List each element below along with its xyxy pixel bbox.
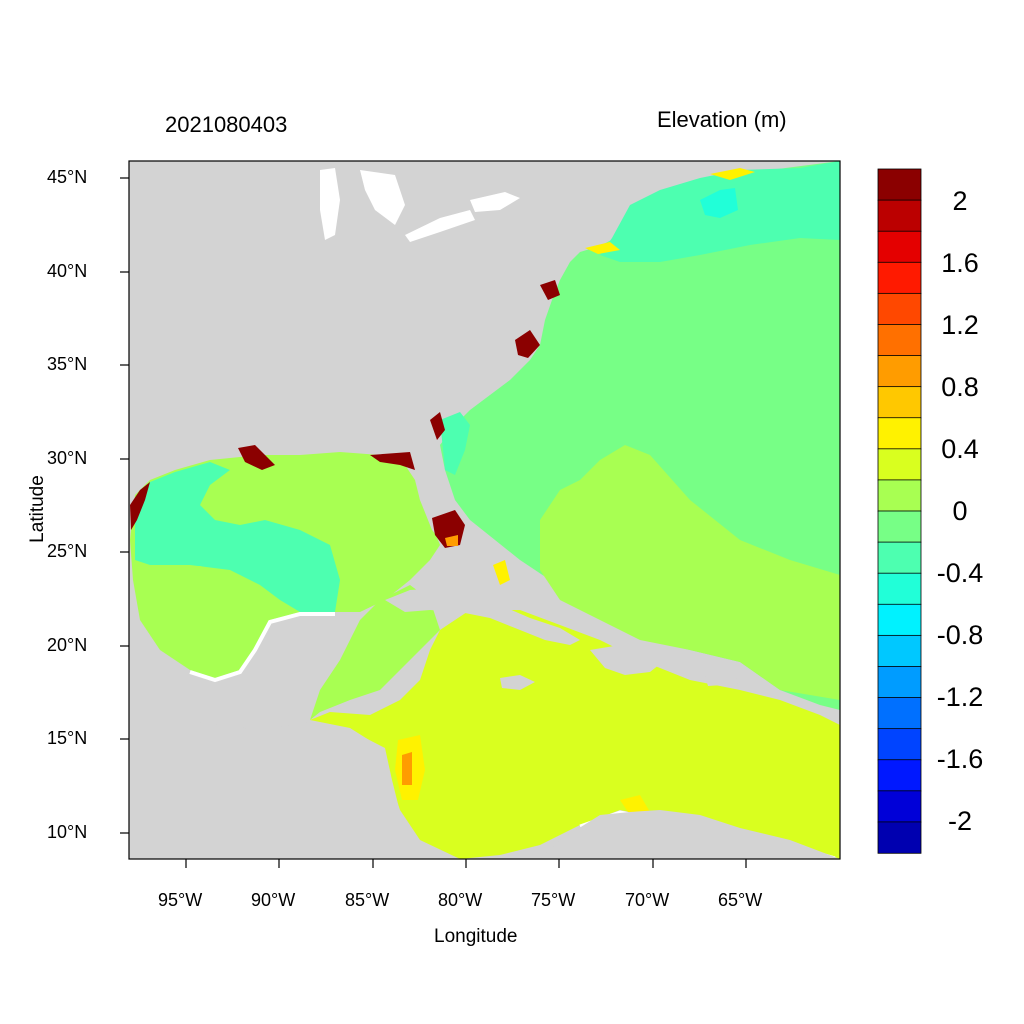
colorbar-swatch — [877, 448, 922, 481]
y-tick-label: 15°N — [47, 728, 88, 748]
x-tick-label: 80°W — [438, 890, 483, 910]
plot-variable-title: Elevation (m) — [657, 107, 787, 132]
south-america — [540, 810, 840, 859]
central-america — [129, 718, 460, 859]
colorbar-label: 1.6 — [941, 248, 979, 278]
plot-frame — [128, 160, 841, 860]
atlantic-positive-tongue — [540, 445, 840, 700]
colorbar-swatch — [877, 479, 922, 512]
caribbean-sea — [310, 610, 840, 859]
colorbar-swatch — [877, 603, 922, 637]
y-tick-label: 45°N — [47, 167, 88, 187]
x-tick-label: 95°W — [158, 890, 203, 910]
map-area — [129, 161, 840, 859]
gulf-coast-white-line — [189, 612, 335, 683]
x-axis-title: Longitude — [434, 926, 518, 947]
colorbar-swatch — [877, 728, 922, 761]
colorbar-label: 0.8 — [941, 372, 979, 402]
new-england-high — [585, 242, 620, 254]
south-florida-fringe — [445, 535, 458, 546]
colorbar-swatch — [877, 386, 922, 419]
colorbar-swatch — [877, 292, 922, 326]
southeast-coast-high — [370, 452, 415, 470]
chesapeake-high — [540, 280, 560, 300]
colorbar-label: 0 — [952, 496, 968, 526]
puerto-rico — [705, 674, 738, 686]
x-tick-label: 70°W — [625, 890, 670, 910]
colorbar-label: 1.2 — [941, 310, 979, 340]
louisiana-coast-high — [238, 445, 275, 470]
texas-coast-high — [130, 482, 150, 530]
hispaniola — [590, 645, 665, 675]
colorbar-swatch — [877, 261, 922, 295]
carolina-coast-high — [515, 330, 540, 358]
colorbar-swatch — [877, 541, 922, 574]
colorbar-swatch — [877, 168, 922, 201]
colorbar-swatch — [877, 355, 922, 388]
colorbar-swatch — [877, 759, 922, 792]
lake-ontario — [470, 192, 520, 212]
colorbar-label: -1.6 — [936, 744, 984, 774]
colorbar-label: 0.4 — [941, 434, 979, 464]
x-tick-label: 85°W — [345, 890, 390, 910]
y-tick-label: 40°N — [47, 261, 88, 281]
y-tick-label: 10°N — [47, 822, 88, 842]
colorbar-swatch — [877, 417, 922, 450]
x-tick-label: 65°W — [718, 890, 763, 910]
plot-timestamp: 2021080403 — [165, 112, 288, 137]
y-tick-label: 20°N — [47, 635, 88, 655]
western-gulf-positive — [145, 566, 265, 660]
colorbar-swatch — [877, 572, 922, 605]
nicaragua-coast-peak — [402, 752, 412, 785]
tick-marks — [120, 177, 747, 868]
colorbar-swatch — [877, 666, 922, 699]
colorbar-swatch — [877, 324, 922, 357]
venezuela-coast-high — [620, 795, 650, 815]
colorbar-label: -0.8 — [936, 620, 984, 650]
colorbar — [877, 168, 922, 854]
y-tick-label: 35°N — [47, 354, 88, 374]
georgia-coast-high — [430, 412, 445, 440]
colorbar-swatch — [877, 199, 922, 232]
lake-huron — [360, 170, 405, 225]
colorbar-label: -0.4 — [936, 558, 984, 588]
bahamas-high — [493, 560, 510, 585]
nova-scotia-high — [710, 168, 755, 180]
y-axis-title: Latitude — [27, 475, 48, 543]
x-tick-label: 75°W — [531, 890, 576, 910]
jamaica — [500, 675, 535, 690]
colorbar-label: -2 — [947, 806, 972, 836]
colorbar-swatch — [877, 790, 922, 823]
colorbar-label: 2 — [952, 186, 968, 216]
y-tick-label: 30°N — [47, 448, 88, 468]
yucatan-channel-mixed — [310, 585, 440, 720]
x-tick-label: 90°W — [251, 890, 296, 910]
florida-east-negative — [440, 412, 470, 475]
colorbar-label: -1.2 — [936, 682, 984, 712]
colorbar-swatch — [877, 697, 922, 730]
lake-michigan — [320, 168, 340, 240]
western-gulf-negative — [135, 462, 340, 612]
cuba — [385, 588, 580, 645]
colorbar-swatch — [877, 821, 922, 854]
lake-erie — [405, 210, 475, 242]
y-tick-label: 25°N — [47, 541, 88, 561]
bay-of-fundy-low — [700, 188, 738, 218]
